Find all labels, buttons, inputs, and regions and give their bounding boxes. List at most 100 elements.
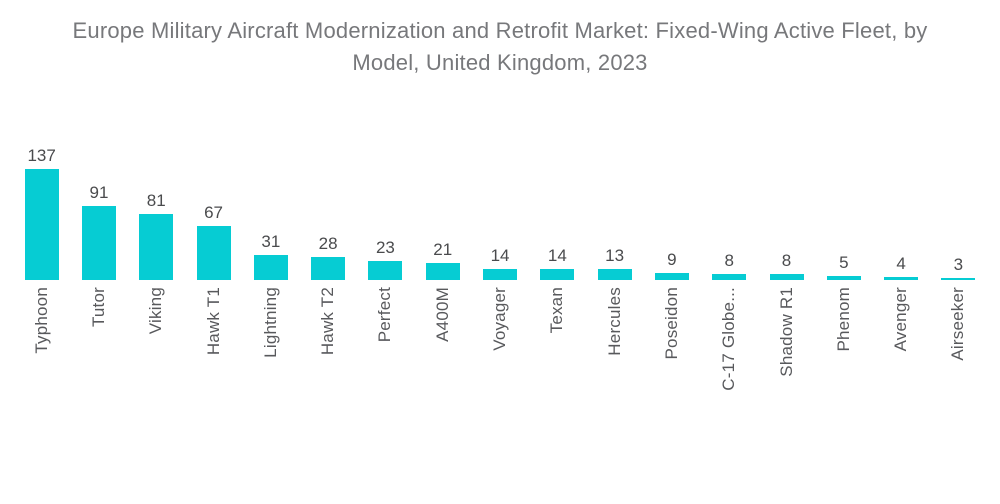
bar[interactable] [483, 268, 518, 280]
bar[interactable] [81, 206, 116, 280]
x-axis-tick: Phenom [815, 287, 872, 417]
x-axis-tick-label: Avenger [891, 287, 911, 352]
chart-title: Europe Military Aircraft Modernization a… [0, 0, 1000, 79]
bar-area: 28 [299, 105, 356, 280]
x-axis-tick-label: Viking [146, 287, 166, 335]
bar-area: 5 [815, 105, 872, 280]
bar-area: 67 [185, 105, 242, 280]
x-axis-tick: Shadow R1 [758, 287, 815, 417]
bar-column: 23 Perfect [357, 105, 414, 417]
bar-area: 3 [930, 105, 987, 280]
x-axis-tick: Avenger [872, 287, 929, 417]
x-axis-tick: Texan [529, 287, 586, 417]
bar[interactable] [253, 254, 288, 280]
x-axis-tick-label: Voyager [490, 287, 510, 351]
bar-area: 31 [242, 105, 299, 280]
x-axis-tick-label: Airseeker [948, 287, 968, 361]
bar-column: 8 Shadow R1 [758, 105, 815, 417]
x-axis-tick-label: Perfect [375, 287, 395, 343]
bar-value-label: 13 [605, 246, 625, 266]
bar-column: 4 Avenger [872, 105, 929, 417]
bar-column: 137 Typhoon [13, 105, 70, 417]
x-axis-tick: C-17 Globe... [701, 287, 758, 417]
bar-column: 5 Phenom [815, 105, 872, 417]
x-axis-tick: A400M [414, 287, 471, 417]
x-axis-tick-label: A400M [432, 287, 452, 342]
bar[interactable] [425, 263, 460, 280]
bar-value-label: 91 [89, 183, 109, 203]
bar[interactable] [712, 273, 747, 280]
bar-area: 9 [643, 105, 700, 280]
x-axis-tick-label: Tutor [88, 287, 108, 328]
bar[interactable] [826, 275, 861, 280]
bar-column: 31 Lightning [242, 105, 299, 417]
bar-column: 81 Viking [128, 105, 185, 417]
bar-value-label: 23 [375, 238, 395, 258]
x-axis-tick-label: Poseidon [661, 287, 681, 360]
bar[interactable] [769, 273, 804, 280]
bar[interactable] [368, 261, 403, 280]
bar[interactable] [311, 257, 346, 280]
chart-title-line-2: Model, United Kingdom, 2023 [352, 50, 648, 75]
x-axis-tick-label: Hawk T1 [203, 287, 223, 356]
x-axis-tick: Perfect [357, 287, 414, 417]
bar-area: 14 [529, 105, 586, 280]
bar-column: 21 A400M [414, 105, 471, 417]
x-axis-tick: Typhoon [13, 287, 70, 417]
bar-column: 9 Poseidon [643, 105, 700, 417]
bar-area: 23 [357, 105, 414, 280]
x-axis-tick: Hawk T1 [185, 287, 242, 417]
bar-area: 8 [701, 105, 758, 280]
bar-value-label: 21 [433, 240, 453, 259]
bar-value-label: 67 [204, 202, 223, 222]
bar[interactable] [24, 169, 59, 280]
bar-value-label: 81 [146, 191, 166, 211]
bar-column: 14 Texan [529, 105, 586, 417]
bar[interactable] [941, 277, 976, 280]
bar-area: 8 [758, 105, 815, 280]
bar[interactable] [654, 272, 689, 280]
x-axis-tick-label: Typhoon [31, 287, 51, 354]
bar[interactable] [884, 276, 919, 280]
bar-value-label: 137 [27, 146, 56, 165]
x-axis-tick: Tutor [70, 287, 127, 417]
x-axis-tick: Hercules [586, 287, 643, 417]
x-axis-tick: Lightning [242, 287, 299, 417]
x-axis-tick: Hawk T2 [299, 287, 356, 417]
x-axis-tick-label: Phenom [833, 287, 853, 352]
bar-area: 91 [70, 105, 127, 280]
bar[interactable] [139, 214, 174, 280]
bar-area: 13 [586, 105, 643, 280]
bar-area: 4 [872, 105, 929, 280]
bar-value-label: 3 [953, 254, 964, 274]
bar-column: 67 Hawk T1 [185, 105, 242, 417]
bar-column: 28 Hawk T2 [299, 105, 356, 417]
bar-column: 91 Tutor [70, 105, 127, 417]
x-axis-tick-label: Shadow R1 [776, 287, 796, 377]
bar-value-label: 31 [261, 231, 281, 251]
bar-value-label: 14 [547, 245, 567, 265]
bar-value-label: 8 [724, 250, 734, 270]
x-axis-tick-label: Hawk T2 [318, 287, 338, 356]
x-axis-tick-label: Hercules [604, 287, 624, 356]
bar[interactable] [597, 269, 632, 280]
bar-area: 21 [414, 105, 471, 280]
bar-value-label: 8 [781, 250, 792, 270]
bar-area: 14 [471, 105, 528, 280]
bar-column: 3 Airseeker [930, 105, 987, 417]
chart-title-line-1: Europe Military Aircraft Modernization a… [72, 18, 928, 43]
plot-area: 137 Typhoon 91 Tutor 81 Viking 67 Hawk T1 31 Ligh… [0, 105, 1000, 417]
x-axis-tick: Poseidon [643, 287, 700, 417]
bar-value-label: 9 [667, 249, 677, 269]
x-axis-tick-label: C-17 Globe... [719, 287, 739, 391]
bar[interactable] [196, 225, 231, 280]
bar-column: 8 C-17 Globe... [701, 105, 758, 417]
bar-value-label: 14 [490, 245, 510, 265]
bar-column: 13 Hercules [586, 105, 643, 417]
bar-column: 14 Voyager [471, 105, 528, 417]
x-axis-tick-label: Lightning [260, 287, 280, 358]
x-axis-tick-label: Texan [547, 287, 567, 334]
bar-area: 137 [13, 105, 70, 280]
bar[interactable] [540, 268, 575, 280]
x-axis-tick: Airseeker [930, 287, 987, 417]
